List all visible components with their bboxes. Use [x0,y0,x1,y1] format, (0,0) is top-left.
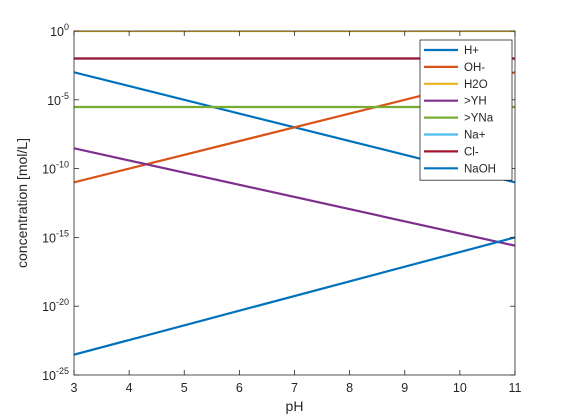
x-axis-title: pH [286,398,304,414]
x-tick-label: 5 [181,381,188,395]
x-tick-label: 3 [71,381,78,395]
x-tick-label: 6 [236,381,243,395]
legend-label-1: OH- [464,62,485,74]
legend-label-6: Cl- [464,146,479,158]
legend-label-2: H2O [464,79,488,91]
legend-label-3: >YH [464,96,487,108]
y-axis-title: concentration [mol/L] [14,138,30,268]
series-line-3 [74,147,515,247]
y-tick-label: 10-20 [42,297,69,314]
legend: H+ OH- H2O >YH >YNa Na+ Cl- NaOH [419,39,513,181]
series-line-7 [74,236,515,356]
y-tick-label: 10-15 [42,228,69,245]
x-tick-label: 7 [291,381,298,395]
x-tick-label: 9 [401,381,408,395]
x-tick-label: 8 [346,381,353,395]
legend-label-0: H+ [464,45,479,57]
x-tick-label: 10 [453,381,467,395]
y-tick-label: 10-25 [42,366,69,383]
legend-label-4: >YNa [464,113,494,125]
legend-box [419,39,513,181]
y-tick-label: 10-5 [47,91,69,108]
y-tick-label: 10-10 [42,160,69,177]
x-tick-label: 11 [509,381,522,395]
axes-layer: 3 4 5 6 7 8 9 10 11 100 10-5 10-10 10-15 10-20 10-25 [42,22,521,395]
legend-label-5: Na+ [464,130,486,142]
y-tick-label: 100 [50,22,69,39]
x-tick-label: 4 [126,381,133,395]
legend-label-7: NaOH [464,163,496,175]
